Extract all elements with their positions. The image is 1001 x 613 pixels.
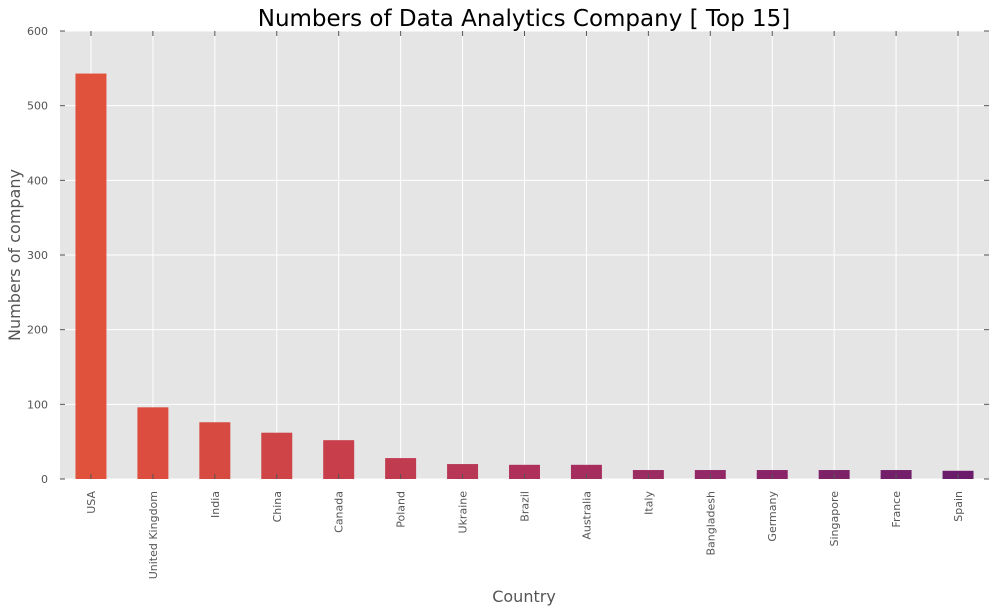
x-tick-label: Poland <box>395 491 408 528</box>
y-tick-label: 600 <box>27 25 48 38</box>
bar <box>509 464 540 479</box>
x-tick-label: United Kingdom <box>147 491 160 579</box>
x-tick-label: Singapore <box>828 491 841 547</box>
x-tick-label: Germany <box>766 491 779 542</box>
x-tick-label: Canada <box>333 491 346 533</box>
x-tick-label: Ukraine <box>457 491 470 534</box>
bar <box>261 432 293 479</box>
bar <box>323 440 355 479</box>
y-tick-label: 100 <box>27 398 48 411</box>
bar <box>199 422 231 479</box>
tick-marks <box>60 30 989 480</box>
x-tick-label: USA <box>85 491 98 514</box>
x-tick-labels: USA United Kingdom India China Canada Poland U… <box>85 491 965 580</box>
y-axis-label: Numbers of company <box>5 169 24 341</box>
x-axis-label: Country <box>492 587 556 606</box>
chart-title: Numbers of Data Analytics Company [ Top … <box>258 6 791 32</box>
x-tick-label: Spain <box>952 491 965 522</box>
y-tick-label: 400 <box>27 174 48 187</box>
x-tick-label: China <box>271 491 284 522</box>
bar <box>137 407 169 479</box>
grid-lines <box>60 30 989 480</box>
bar <box>447 464 479 479</box>
y-tick-label: 300 <box>27 249 48 262</box>
y-tick-label: 0 <box>41 473 48 486</box>
x-tick-label: Bangladesh <box>704 491 717 556</box>
x-tick-label: Italy <box>642 491 655 515</box>
x-tick-label: Australia <box>580 491 593 540</box>
bar <box>570 464 602 479</box>
y-tick-label: 500 <box>27 100 48 113</box>
x-tick-label: India <box>209 491 222 518</box>
bar <box>385 458 417 479</box>
x-tick-label: France <box>890 491 903 528</box>
x-tick-label: Brazil <box>519 491 532 522</box>
bar <box>75 73 107 479</box>
y-tick-label: 200 <box>27 324 48 337</box>
y-tick-labels: 0 100 200 300 400 500 600 <box>27 25 48 486</box>
